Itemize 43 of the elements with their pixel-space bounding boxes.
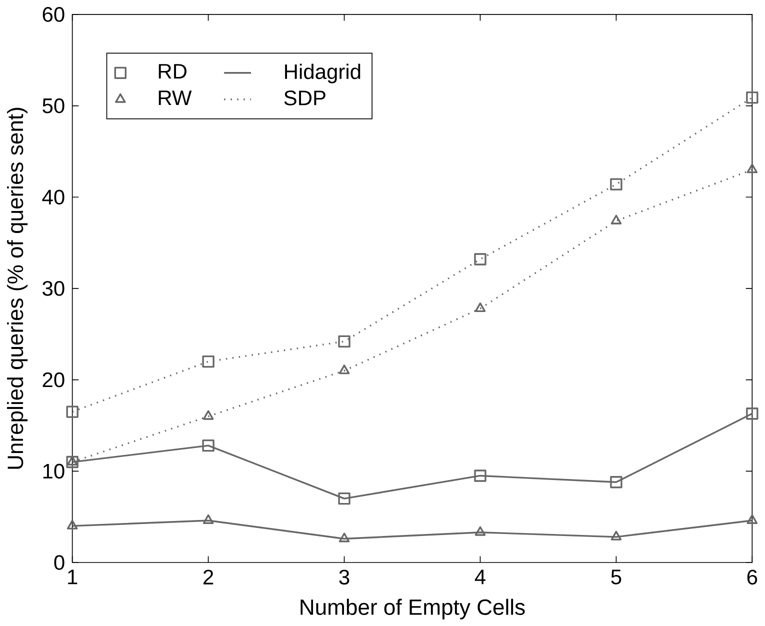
point [610, 476, 622, 488]
y-axis-title: Unreplied queries (% of queries sent) [7, 108, 28, 469]
y-tick-label: 60 [42, 6, 64, 22]
point [66, 456, 78, 468]
point [202, 514, 214, 524]
point [746, 91, 758, 104]
legend-label: RD [158, 64, 186, 78]
point [338, 492, 350, 504]
point [66, 520, 78, 530]
x-tick-label: 3 [339, 570, 350, 584]
point [474, 469, 486, 482]
point [474, 252, 486, 266]
point [202, 355, 214, 368]
point [746, 163, 758, 174]
y-tick-label: 0 [54, 554, 64, 570]
legend-label: Hidagrid [285, 64, 360, 84]
x-tick-label: 1 [68, 570, 78, 584]
x-tick-label: 5 [611, 570, 622, 584]
point [66, 456, 78, 466]
point [202, 410, 214, 420]
point [338, 364, 350, 374]
x-tick-label: 6 [747, 570, 758, 584]
point [474, 302, 486, 312]
y-tick-label: 10 [43, 464, 64, 478]
point [474, 526, 486, 536]
legend-label: SDP [284, 90, 326, 106]
y-tick-label: 40 [42, 190, 64, 204]
point [610, 214, 622, 224]
y-tick-label: 20 [42, 372, 64, 388]
point [66, 406, 78, 418]
point [610, 178, 622, 190]
point [202, 439, 214, 452]
point [338, 532, 350, 542]
x-tick-label: 4 [474, 570, 486, 584]
point [746, 514, 758, 524]
y-tick-label: 30 [42, 280, 64, 296]
y-tick-label: 50 [42, 98, 64, 114]
legend-label: RW [158, 90, 192, 105]
x-tick-label: 2 [204, 570, 214, 584]
point [338, 335, 350, 348]
point [746, 407, 758, 420]
x-axis-title: Number of Empty Cells [300, 598, 525, 620]
point [610, 530, 622, 540]
